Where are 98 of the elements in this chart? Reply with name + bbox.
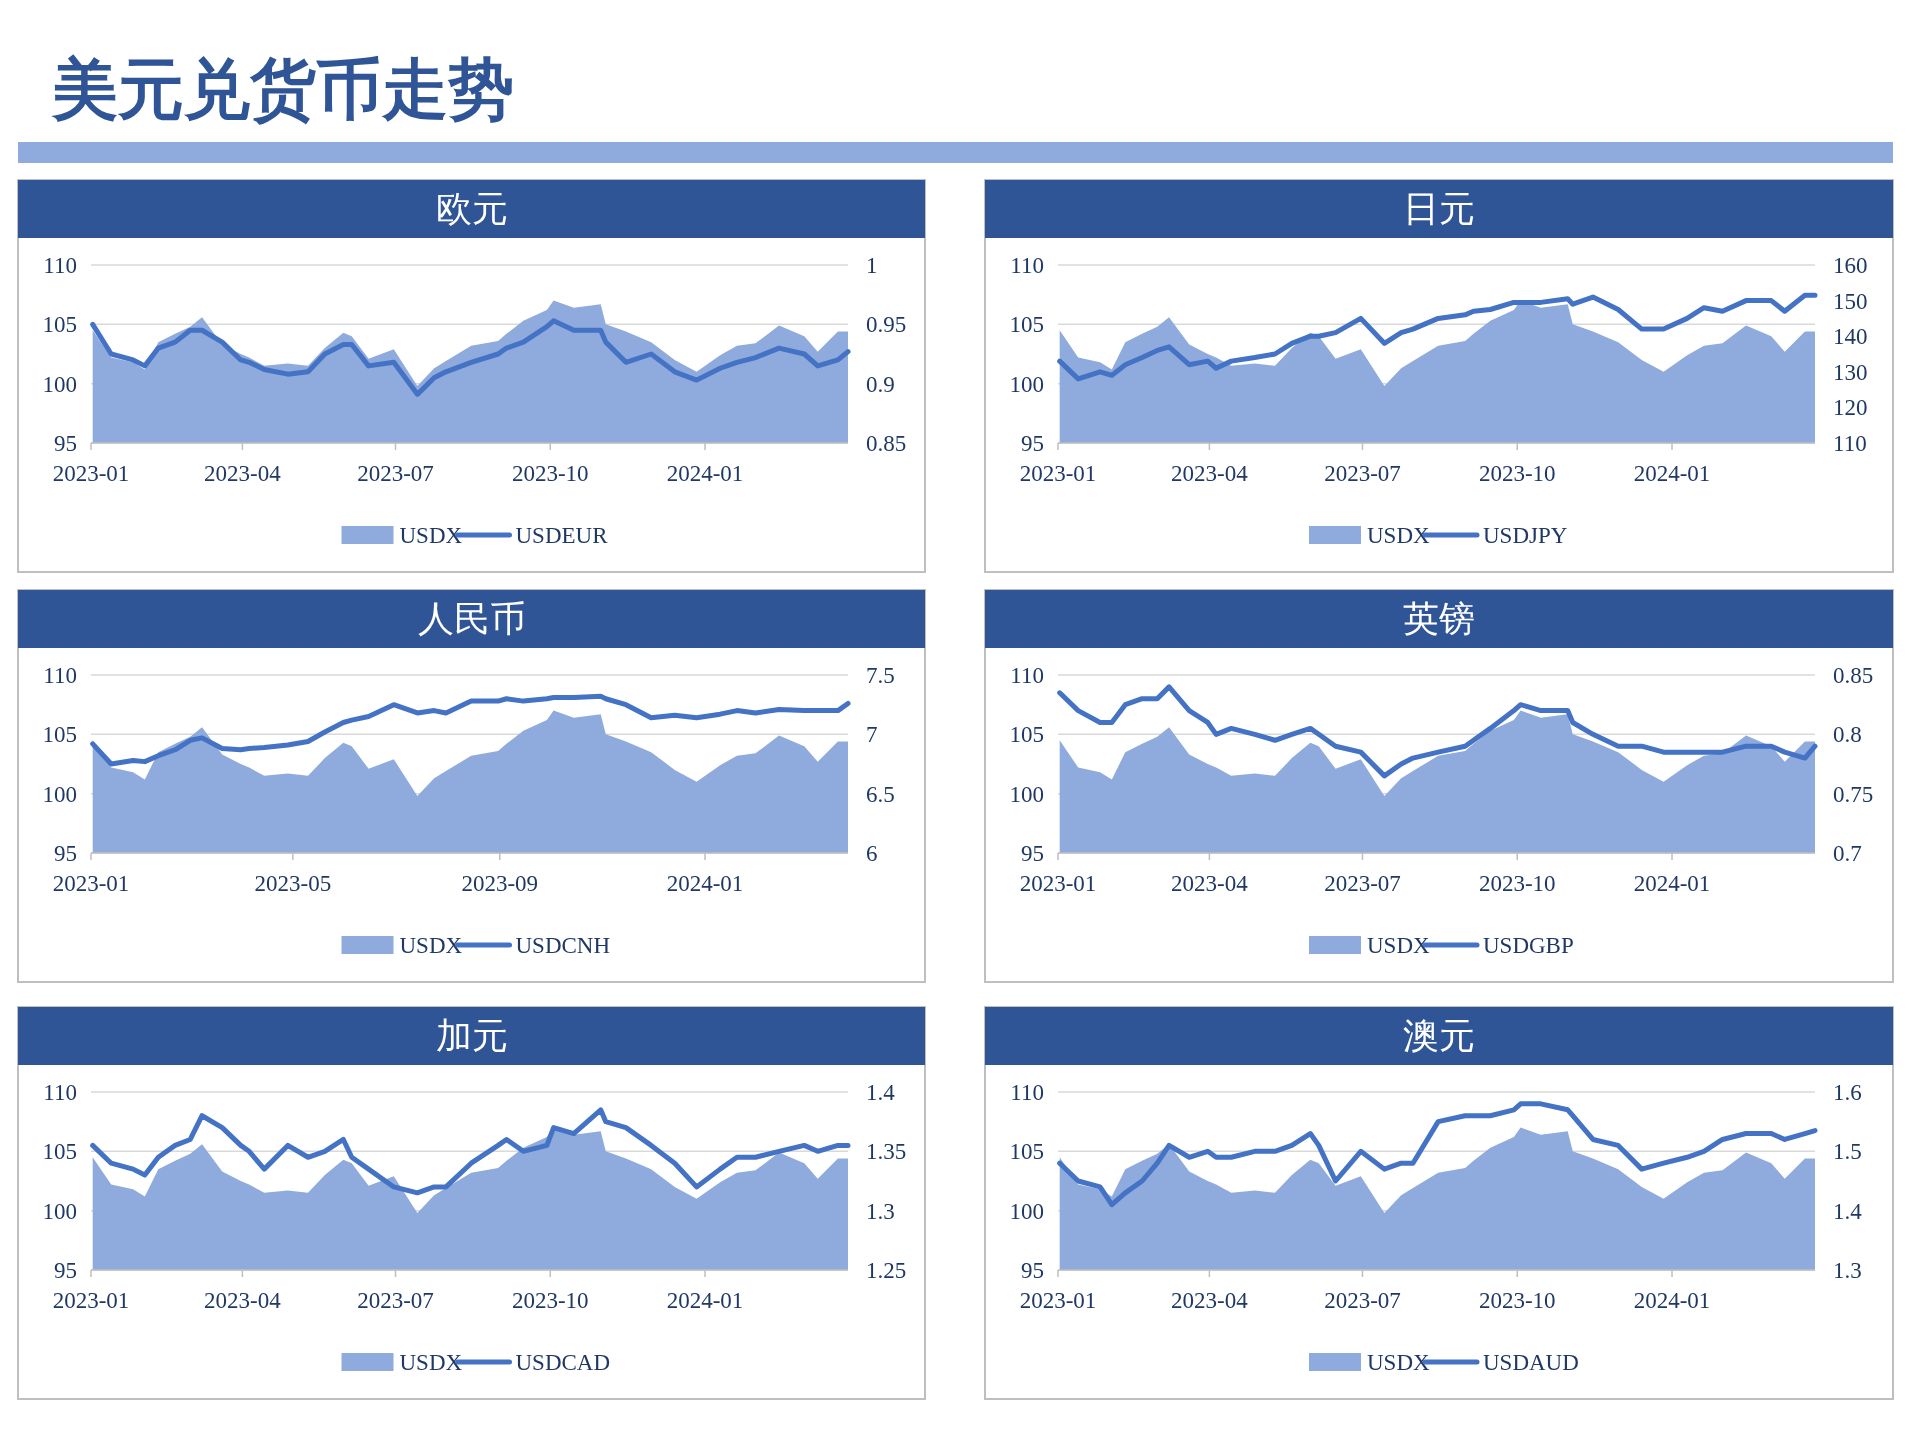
y2-tick-label: 160: [1833, 253, 1868, 278]
y2-tick-label: 150: [1833, 288, 1868, 314]
x-tick-label: 2023-10: [511, 461, 589, 486]
x-tick-label: 2023-07: [1324, 1288, 1401, 1313]
y-tick-label: 105: [1009, 722, 1044, 748]
legend-label: USDX: [399, 933, 463, 958]
chart-title: 欧元: [435, 189, 508, 229]
y2-tick-label: 0.7: [1833, 841, 1862, 866]
legend-label: USDGBP: [1483, 933, 1574, 958]
x-tick-label: 2023-01: [52, 1288, 130, 1313]
x-tick-label: 2023-01: [1019, 461, 1097, 486]
y-tick-label: 95: [54, 1258, 77, 1283]
y-tick-label: 100: [42, 781, 77, 807]
x-tick-label: 2024-01: [666, 461, 744, 486]
y2-tick-label: 0.75: [1833, 781, 1874, 807]
y-tick-label: 110: [1010, 1080, 1044, 1105]
chart-title: 英镑: [1403, 599, 1475, 639]
chart-title: 加元: [435, 1016, 508, 1056]
legend-label: USDJPY: [1483, 523, 1568, 548]
y2-tick-label: 6: [866, 841, 878, 866]
legend-label: USDX: [1367, 933, 1431, 958]
x-tick-label: 2023-01: [1019, 871, 1097, 896]
y2-tick-label: 7.5: [866, 663, 895, 688]
y-tick-label: 95: [1021, 1258, 1044, 1283]
x-tick-label: 2023-04: [204, 1288, 282, 1313]
y-tick-label: 105: [1009, 312, 1044, 338]
legend-label: USDX: [399, 1350, 463, 1375]
y-tick-label: 110: [1010, 253, 1044, 278]
x-tick-label: 2023-07: [357, 1288, 434, 1313]
y2-tick-label: 1.25: [866, 1258, 907, 1283]
y-tick-label: 95: [54, 431, 77, 456]
y-tick-label: 95: [54, 841, 77, 866]
y2-tick-label: 130: [1833, 359, 1868, 385]
chart-title: 日元: [1403, 189, 1475, 229]
y2-tick-label: 1.5: [1833, 1139, 1862, 1165]
y2-tick-label: 0.85: [866, 431, 907, 456]
y2-tick-label: 110: [1833, 431, 1867, 456]
x-tick-label: 2023-10: [511, 1288, 589, 1313]
x-tick-label: 2023-09: [461, 871, 539, 896]
y-tick-label: 110: [43, 663, 77, 688]
x-tick-label: 2023-07: [1324, 871, 1401, 896]
x-tick-label: 2023-04: [204, 461, 282, 486]
y-tick-label: 100: [42, 1198, 77, 1224]
x-tick-label: 2023-04: [1171, 1288, 1249, 1313]
legend-label: USDCAD: [515, 1350, 611, 1375]
x-tick-label: 2024-01: [666, 1288, 744, 1313]
y-tick-label: 110: [43, 1080, 77, 1105]
x-tick-label: 2024-01: [1633, 871, 1711, 896]
y-tick-label: 110: [43, 253, 77, 278]
x-tick-label: 2023-10: [1478, 871, 1556, 896]
legend-label: USDX: [399, 523, 463, 548]
y2-tick-label: 1: [866, 253, 878, 278]
y-tick-label: 105: [1009, 1139, 1044, 1165]
y2-tick-label: 120: [1833, 395, 1868, 421]
y2-tick-label: 1.35: [866, 1139, 907, 1165]
y2-tick-label: 1.3: [866, 1198, 895, 1224]
x-tick-label: 2024-01: [1633, 1288, 1711, 1313]
x-tick-label: 2023-07: [1324, 461, 1401, 486]
y2-tick-label: 1.4: [1833, 1198, 1863, 1224]
y-tick-label: 95: [1021, 841, 1044, 866]
x-tick-label: 2023-01: [52, 461, 130, 486]
x-tick-label: 2023-01: [1019, 1288, 1097, 1313]
y-tick-label: 100: [1009, 781, 1044, 807]
y-tick-label: 105: [42, 722, 77, 748]
y2-tick-label: 0.8: [1833, 722, 1862, 748]
legend-label: USDX: [1367, 523, 1431, 548]
y2-tick-label: 7: [866, 722, 878, 748]
x-tick-label: 2023-10: [1478, 461, 1556, 486]
x-tick-label: 2023-05: [254, 871, 332, 896]
y2-tick-label: 0.9: [866, 371, 895, 397]
x-tick-label: 2023-10: [1478, 1288, 1556, 1313]
legend-label: USDEUR: [515, 523, 609, 548]
y-tick-label: 100: [42, 371, 77, 397]
y2-tick-label: 0.95: [866, 312, 907, 338]
legend-label: USDX: [1367, 1350, 1431, 1375]
y-tick-label: 100: [1009, 371, 1044, 397]
legend-label: USDAUD: [1483, 1350, 1579, 1375]
chart-title: 澳元: [1403, 1016, 1475, 1056]
y2-tick-label: 1.3: [1833, 1258, 1862, 1283]
y-tick-label: 95: [1021, 431, 1044, 456]
y2-tick-label: 6.5: [866, 781, 895, 807]
y-tick-label: 100: [1009, 1198, 1044, 1224]
y-tick-label: 105: [42, 312, 77, 338]
y2-tick-label: 140: [1833, 324, 1868, 350]
text: 美元兑货币走势: [51, 53, 514, 126]
x-tick-label: 2023-01: [52, 871, 130, 896]
x-tick-label: 2023-07: [357, 461, 434, 486]
x-tick-label: 2023-04: [1171, 461, 1249, 486]
chart-title: 人民币: [417, 599, 526, 639]
x-tick-label: 2023-04: [1171, 871, 1249, 896]
x-tick-label: 2024-01: [1633, 461, 1711, 486]
x-tick-label: 2024-01: [666, 871, 744, 896]
y-tick-label: 105: [42, 1139, 77, 1165]
y-tick-label: 110: [1010, 663, 1044, 688]
y2-tick-label: 1.6: [1833, 1080, 1862, 1105]
y2-tick-label: 1.4: [866, 1080, 896, 1105]
y2-tick-label: 0.85: [1833, 663, 1874, 688]
legend-label: USDCNH: [515, 933, 611, 958]
